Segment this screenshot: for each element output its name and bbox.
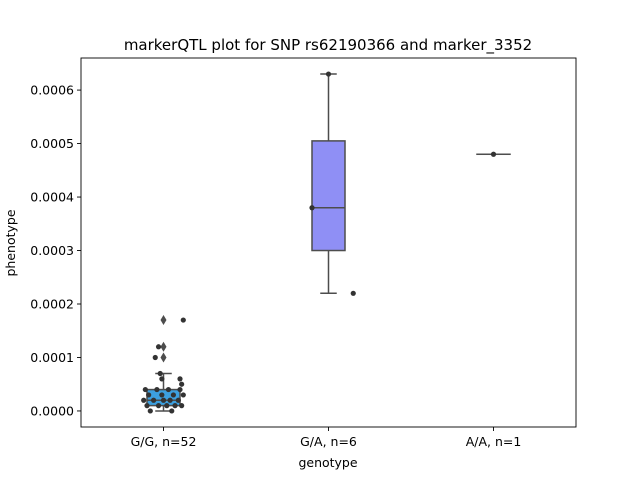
y-tick-label: 0.0000 xyxy=(30,403,74,418)
data-point xyxy=(172,403,178,409)
data-point xyxy=(169,408,175,414)
data-point xyxy=(147,408,153,414)
data-point xyxy=(177,376,183,382)
data-point xyxy=(155,403,162,409)
data-point xyxy=(167,397,173,403)
data-point xyxy=(177,386,183,393)
y-tick-label: 0.0002 xyxy=(30,297,74,312)
data-point xyxy=(350,290,356,296)
x-tick-label: G/G, n=52 xyxy=(131,434,197,449)
data-point xyxy=(141,397,147,403)
data-point xyxy=(179,403,185,409)
data-point xyxy=(165,386,172,393)
data-point xyxy=(144,403,150,409)
box-outlier-marker xyxy=(160,315,167,326)
data-point xyxy=(180,392,186,398)
data-point xyxy=(309,205,315,211)
y-tick-label: 0.0001 xyxy=(30,350,74,365)
box-outlier-marker xyxy=(160,341,167,352)
data-point xyxy=(146,392,152,398)
x-tick-label: A/A, n=1 xyxy=(466,434,522,449)
data-point xyxy=(325,71,332,77)
data-point xyxy=(159,392,165,398)
x-tick-label: G/A, n=6 xyxy=(300,434,357,449)
y-tick-label: 0.0004 xyxy=(30,190,74,205)
data-point xyxy=(154,386,160,393)
data-point xyxy=(160,397,167,403)
data-point xyxy=(151,397,157,403)
box-outlier-marker xyxy=(160,352,167,363)
data-point xyxy=(164,403,170,409)
data-point xyxy=(152,354,158,361)
y-tick-label: 0.0006 xyxy=(30,83,74,98)
data-point xyxy=(170,392,176,398)
data-point xyxy=(159,376,165,382)
y-tick-label: 0.0005 xyxy=(30,136,74,151)
data-point xyxy=(180,317,186,323)
data-point xyxy=(179,381,185,387)
box-body xyxy=(311,140,346,252)
data-point xyxy=(175,397,181,403)
chart-title: markerQTL plot for SNP rs62190366 and ma… xyxy=(124,36,532,55)
data-point xyxy=(155,344,162,350)
axes-frame xyxy=(80,57,577,428)
data-point xyxy=(157,370,163,377)
y-axis-label: phenotype xyxy=(3,209,18,276)
plot-area: 0.0000 0.0001 0.0002 0.0003 0.0004 0.0005 0.00… xyxy=(30,71,521,449)
x-axis-label: genotype xyxy=(298,455,357,470)
data-point xyxy=(490,151,497,157)
y-tick-label: 0.0003 xyxy=(30,243,74,258)
data-point xyxy=(142,386,148,393)
